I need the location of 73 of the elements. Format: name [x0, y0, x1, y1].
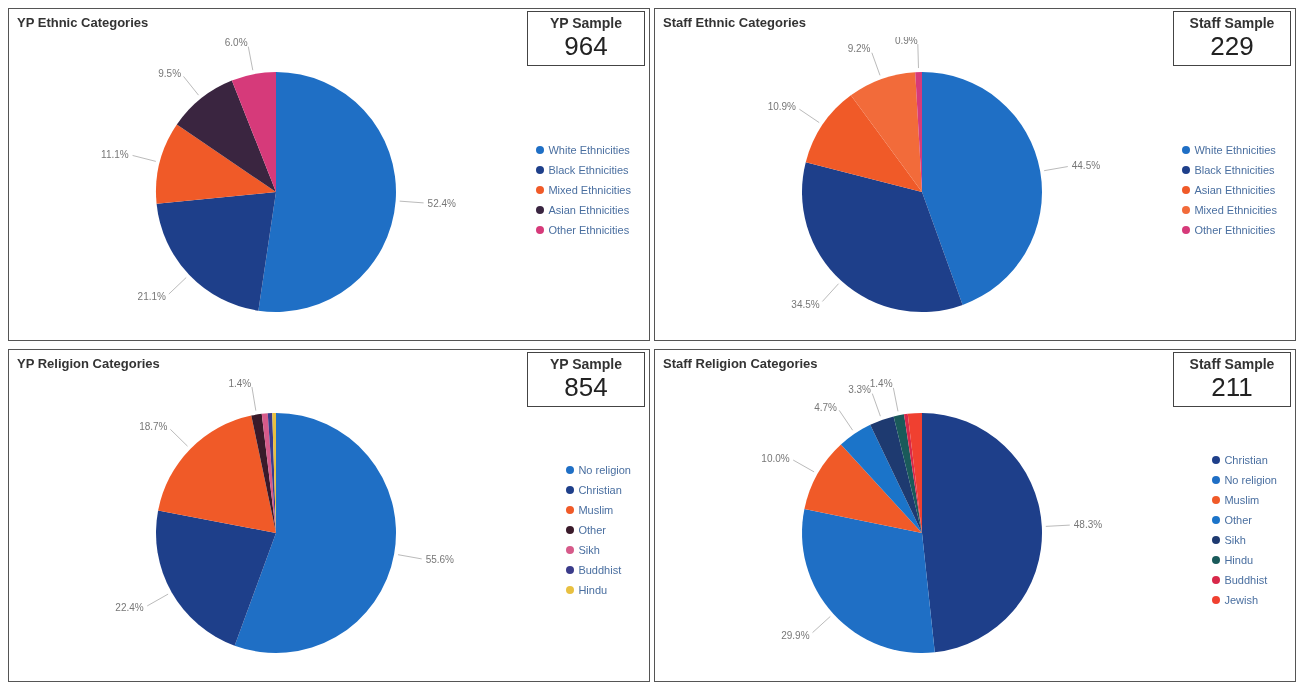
- legend-label: White Ethnicities: [548, 142, 630, 158]
- legend-label: Jewish: [1224, 593, 1259, 608]
- data-label: 4.7%: [814, 401, 838, 413]
- legend-label: Asian Ethnicities: [548, 202, 630, 218]
- legend-label: No religion: [1224, 473, 1277, 488]
- text: 854: [563, 371, 608, 403]
- pie-slice: [231, 72, 276, 192]
- legend-label: Other Ethnicities: [548, 222, 630, 238]
- data-label: 10.9%: [767, 101, 797, 113]
- data-label: 11.1%: [101, 148, 129, 160]
- pie-slice: [156, 124, 276, 204]
- chart-title: YP Religion Categories: [17, 355, 160, 371]
- legend-label: Hindu: [1224, 553, 1254, 568]
- legend-label: Black Ethnicities: [548, 162, 629, 178]
- pie-slice: [251, 413, 276, 533]
- legend-label: Other: [578, 523, 606, 538]
- legend-label: Muslim: [578, 503, 614, 518]
- chart-title: Staff Religion Categories: [663, 355, 818, 371]
- data-label: 48.3%: [1073, 518, 1103, 530]
- data-label: 9.2%: [847, 43, 871, 55]
- text: 229: [1209, 31, 1255, 62]
- pie-slice: [156, 510, 276, 646]
- data-label: 44.5%: [1071, 160, 1101, 172]
- data-label: 29.9%: [781, 629, 810, 641]
- pie-slice: [234, 412, 396, 653]
- chart-title: Staff Ethnic Categories: [663, 15, 807, 30]
- data-label: 34.5%: [791, 298, 820, 310]
- legend-label: Mixed Ethnicities: [1194, 202, 1277, 218]
- legend-label: Mixed Ethnicities: [548, 182, 631, 198]
- pie-slice: [850, 72, 922, 192]
- data-label: 18.7%: [139, 420, 168, 432]
- data-label: 9.5%: [158, 67, 182, 79]
- legend-label: Buddhist: [578, 563, 622, 578]
- pie-slice: [840, 424, 922, 533]
- pie-slice: [903, 413, 922, 533]
- legend-label: White Ethnicities: [1194, 142, 1276, 158]
- chart-title: YP Ethnic Categories: [17, 15, 149, 30]
- text: Staff Sample: [1188, 15, 1276, 31]
- text: YP Sample: [548, 15, 624, 31]
- legend-label: Christian: [1224, 453, 1268, 468]
- legend-label: No religion: [578, 463, 631, 478]
- legend-label: Black Ethnicities: [1194, 162, 1275, 178]
- data-label: 1.4%: [228, 377, 252, 389]
- pie-slice: [258, 72, 396, 312]
- legend-label: Christian: [578, 483, 622, 498]
- legend-label: Sikh: [1224, 533, 1246, 548]
- pie-slice: [893, 413, 922, 533]
- legend-label: Other Ethnicities: [1194, 222, 1276, 238]
- legend-label: Muslim: [1224, 493, 1260, 508]
- data-label: 55.6%: [425, 553, 455, 565]
- pie-slice: [870, 415, 922, 533]
- legend-label: Asian Ethnicities: [1194, 182, 1276, 198]
- data-label: 52.4%: [427, 197, 457, 209]
- data-label: 1.4%: [869, 377, 893, 389]
- legend-label: Buddhist: [1224, 573, 1268, 588]
- data-label: 0.9%: [894, 34, 918, 46]
- text: YP Sample: [548, 355, 624, 372]
- pie-slice: [922, 72, 1042, 305]
- data-label: 6.0%: [224, 37, 248, 49]
- text: 211: [1210, 371, 1253, 403]
- text: 964: [563, 31, 609, 62]
- pie-slice: [804, 444, 922, 533]
- data-label: 21.1%: [137, 291, 167, 303]
- pie-slice: [176, 80, 276, 192]
- legend-label: Sikh: [578, 543, 600, 558]
- data-label: 22.4%: [115, 601, 144, 613]
- legend-label: Other: [1224, 513, 1252, 528]
- data-label: 10.0%: [761, 452, 790, 464]
- pie-slice: [805, 95, 922, 192]
- text: Staff Sample: [1188, 355, 1276, 372]
- legend-label: Hindu: [578, 583, 608, 598]
- pie-slice: [922, 412, 1042, 652]
- data-label: 3.3%: [848, 383, 872, 395]
